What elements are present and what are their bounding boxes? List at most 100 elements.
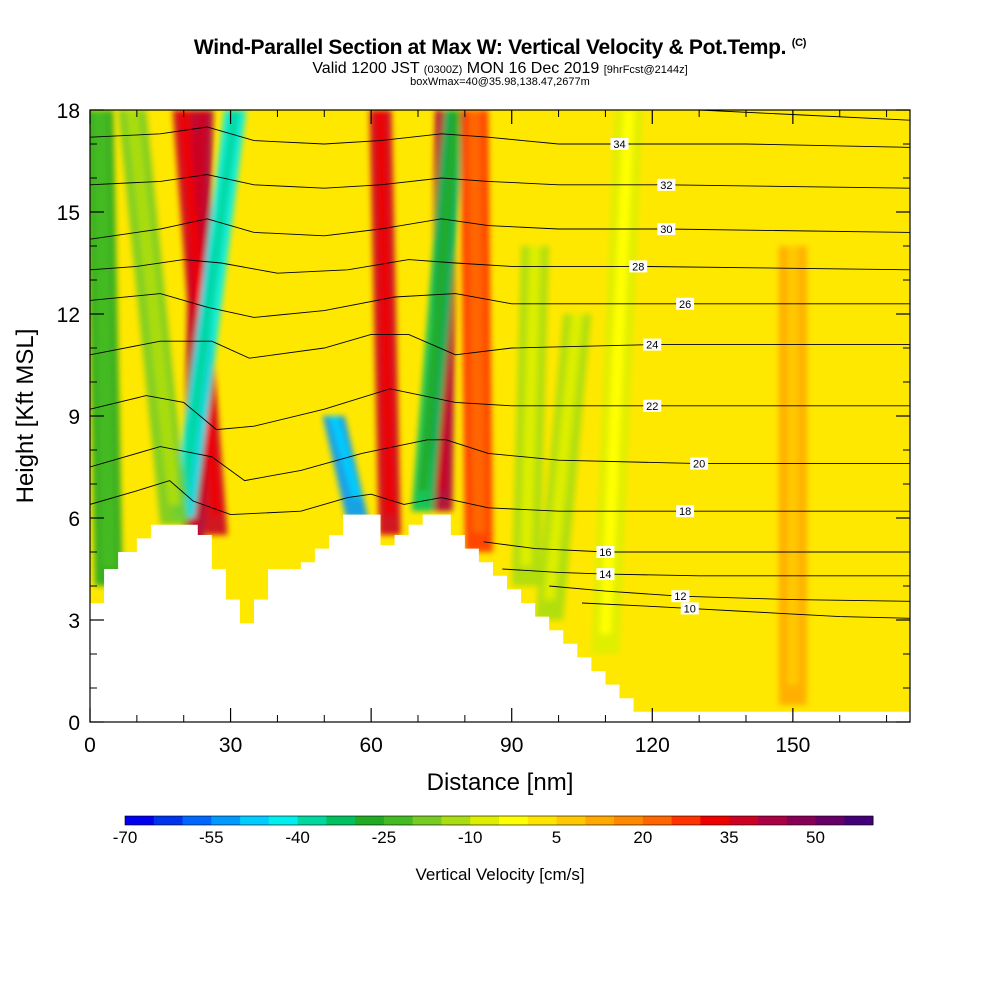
colorbar-swatch (240, 816, 270, 825)
terrain (90, 514, 910, 722)
chart-title-text: Wind-Parallel Section at Max W: Vertical… (193, 36, 787, 59)
colorbar-swatch (441, 816, 471, 825)
valid-date: MON 16 Dec 2019 (466, 60, 600, 77)
colorbar-swatch (326, 816, 356, 825)
theta-label-bg-20 (690, 457, 709, 470)
theta-label-26: 26 (679, 299, 691, 311)
valid-fcst: [9hrFcst@2144z] (603, 64, 688, 76)
terrain-mask (90, 514, 910, 722)
y-tick-label: 9 (68, 406, 80, 429)
colorbar-swatch (671, 816, 701, 825)
valid-prefix: Valid 1200 JST (312, 60, 420, 77)
theta-label-30: 30 (660, 224, 672, 236)
colorbar-swatch (585, 816, 615, 825)
colorbar-swatch (527, 816, 558, 825)
theta-label-24: 24 (646, 340, 658, 352)
theta-contour-32 (90, 174, 910, 189)
velocity-core-9 (468, 110, 485, 532)
theta-label-bg-28 (629, 260, 648, 273)
chart-valid-line: Valid 1200 JST (0300Z) MON 16 Dec 2019 [… (0, 60, 1000, 78)
theta-label-bg-16 (596, 546, 615, 558)
y-tick-label: 15 (57, 202, 80, 225)
theta-label-bg-10 (680, 602, 699, 615)
colorbar-swatch (815, 816, 845, 825)
velocity-core-8 (418, 110, 460, 492)
colorbar-label: Vertical Velocity [cm/s] (415, 865, 584, 884)
colorbar-swatch (383, 816, 414, 825)
theta-label-22: 22 (646, 401, 658, 413)
theta-contours (90, 110, 910, 619)
colorbar-swatch (182, 816, 212, 825)
theta-label-20: 20 (693, 459, 705, 471)
velocity-core-13 (787, 246, 799, 685)
y-tick-label: 12 (57, 304, 80, 327)
colorbar-tick-label: -40 (285, 828, 310, 847)
theta-label-bg-18 (676, 505, 695, 518)
theta-contour-34 (90, 126, 910, 148)
theta-contour-20 (90, 439, 910, 482)
theta-label-bg-34 (610, 138, 629, 150)
velocity-core-11 (543, 314, 583, 600)
colorbar-frame (124, 815, 874, 826)
theta-label-14: 14 (599, 569, 611, 581)
theta-label-10: 10 (684, 603, 696, 615)
x-tick-label: 60 (359, 734, 382, 757)
colorbar-swatch (786, 816, 816, 825)
theta-contour-10 (581, 602, 910, 619)
theta-contour-36 (686, 110, 910, 121)
theta-label-28: 28 (632, 261, 644, 273)
y-tick-label: 18 (57, 100, 80, 123)
y-tick-label: 3 (68, 610, 80, 633)
theta-contour-30 (90, 218, 910, 240)
theta-contour-26 (90, 293, 910, 318)
colorbar-tick-label: 20 (633, 828, 652, 847)
colorbar-swatch (700, 816, 730, 825)
colorbar-swatch (499, 816, 529, 825)
colorbar: -70 -55 -40 -25 -10 5 20 35 50 (113, 815, 874, 847)
theta-label-16: 16 (599, 547, 611, 559)
velocity-core-2 (179, 110, 240, 498)
colorbar-tick-label: 35 (720, 828, 739, 847)
axes: 0 30 60 90 120 150 0 3 6 9 12 15 18 (57, 100, 910, 757)
theta-contour-24 (90, 333, 910, 359)
x-tick-label: 90 (500, 734, 523, 757)
colorbar-tick-label: -55 (199, 828, 224, 847)
x-tick-label: 120 (635, 734, 670, 757)
x-tick-label: 0 (84, 734, 96, 757)
theta-label-34: 34 (613, 139, 625, 151)
theta-label-32: 32 (660, 180, 672, 192)
velocity-core-5 (329, 416, 362, 498)
x-tick-label: 150 (775, 734, 810, 757)
y-tick-label: 0 (68, 712, 80, 735)
colorbar-tick-label: -10 (458, 828, 483, 847)
theta-label-bg-14 (596, 568, 615, 581)
colorbar-tick-label: -25 (372, 828, 397, 847)
colorbar-swatch (268, 816, 299, 825)
colorbar-swatch (729, 816, 759, 825)
colorbar-swatch (757, 816, 788, 825)
velocity-core-12 (599, 110, 635, 634)
colorbar-tick-label: -70 (113, 828, 138, 847)
colorbar-tick-label: 50 (806, 828, 825, 847)
x-tick-label: 30 (219, 734, 242, 757)
x-axis-label: Distance [nm] (427, 769, 574, 796)
colorbar-swatch (556, 816, 586, 825)
colorbar-swatch (470, 816, 500, 825)
box-info: boxWmax=40@35.98,138.47,2677m (410, 76, 590, 88)
y-tick-label: 6 (68, 508, 80, 531)
colorbar-swatch (211, 816, 241, 825)
theta-contour-22 (90, 388, 910, 431)
colorbar-swatch (125, 816, 155, 825)
colorbar-swatch (412, 816, 442, 825)
valid-z: (0300Z) (423, 64, 463, 76)
chart-title-unit: (C) (791, 37, 807, 49)
theta-label-bg-24 (643, 338, 662, 351)
theta-label-bg-26 (676, 297, 695, 310)
colorbar-swatch (642, 816, 673, 825)
colorbar-tick-label: 5 (552, 828, 561, 847)
theta-label-bg-32 (657, 178, 676, 191)
y-axis-label: Height [Kft MSL] (12, 329, 39, 504)
theta-contour-14 (502, 568, 910, 577)
